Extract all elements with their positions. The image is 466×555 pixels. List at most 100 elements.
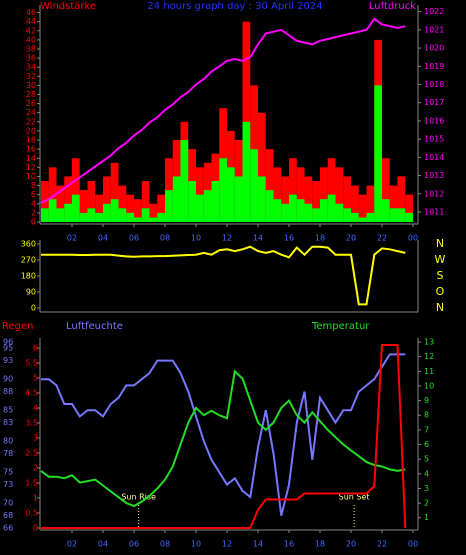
y3-tick-label: 73 [3, 480, 13, 489]
wind-bar [281, 203, 289, 222]
wind-bar [134, 199, 142, 222]
y-tick-label: 0 [31, 218, 36, 227]
x-tick-label: 00 [408, 540, 418, 549]
y-tick-label: 16 [26, 145, 36, 154]
y-tick-label: 5 [424, 455, 429, 464]
data-line [40, 17, 406, 204]
wind-bar [405, 212, 413, 222]
wind-bar [134, 217, 142, 222]
y-tick-label: 1 [33, 494, 38, 503]
wind-bar [258, 176, 266, 222]
y-tick-label: 6 [424, 440, 429, 449]
x-tick-label: 22 [377, 234, 387, 243]
wind-bar [296, 167, 305, 222]
y3-tick-label: 90 [3, 375, 13, 384]
y-tick-label: 1011 [424, 207, 444, 216]
wind-bar [118, 185, 127, 222]
x-tick-label: 20 [346, 234, 356, 243]
y-tick-label: 6 [33, 344, 38, 353]
y-tick-label: 1021 [424, 25, 444, 34]
wind-bar [126, 212, 134, 222]
y-tick-label: 28 [26, 90, 36, 99]
y-tick-label: 14 [26, 154, 36, 163]
wind-bar [312, 181, 320, 222]
wind-bar [149, 217, 158, 222]
y-tick-label: 4 [31, 199, 36, 208]
wind-bar [141, 208, 150, 222]
x-tick-label: 04 [98, 540, 108, 549]
wind-bar [351, 185, 359, 222]
wind-bar [258, 112, 266, 222]
y3-tick-label: 85 [3, 406, 13, 415]
wind-bar [397, 208, 406, 222]
direction-label: S [437, 269, 444, 282]
x-tick-label: 06 [129, 540, 139, 549]
wind-bar [188, 181, 196, 222]
wind-bar [343, 208, 351, 222]
y3-tick-label: 78 [3, 449, 13, 458]
y-tick-label: 40 [26, 35, 36, 44]
wind-bar [389, 185, 398, 222]
wind-bar [95, 212, 103, 222]
direction-label: O [436, 285, 445, 298]
wind-bar [374, 85, 382, 222]
y-tick-label: 1013 [424, 171, 444, 180]
x-tick-label: 04 [98, 234, 108, 243]
y-tick-label: 44 [26, 17, 36, 26]
y3-tick-label: 70 [3, 499, 13, 508]
y-tick-label: 6 [31, 190, 36, 199]
wind-bar [343, 176, 351, 222]
annotation: Sun Set [339, 493, 370, 502]
wind-bar [72, 158, 80, 222]
y-tick-label: 8 [424, 411, 429, 420]
data-line [40, 369, 406, 508]
x-tick-label: 06 [129, 234, 139, 243]
y3-tick-label: 83 [3, 418, 13, 427]
wind-bar [335, 203, 344, 222]
y3-tick-label: 88 [3, 387, 13, 396]
wind-bar [304, 203, 313, 222]
y-tick-label: 38 [26, 44, 36, 53]
wind-bar [79, 190, 88, 222]
y-tick-label: 20 [26, 126, 36, 135]
wind-bar [56, 208, 65, 222]
x-tick-label: 10 [191, 540, 201, 549]
wind-bar [149, 203, 158, 222]
x-tick-label: 00 [408, 234, 418, 243]
wind-bar [48, 199, 57, 222]
chart-title: 24 hours graph day : 30 April 2024 [147, 1, 322, 12]
y-tick-label: 3.5 [25, 419, 38, 428]
y-tick-label: 5.5 [25, 359, 38, 368]
x-tick-label: 02 [67, 234, 77, 243]
y-tick-label: 10 [424, 381, 434, 390]
wind-bar [79, 212, 88, 222]
wind-bar [203, 190, 212, 222]
y-tick-label: 32 [26, 72, 36, 81]
x-tick-label: 18 [315, 234, 325, 243]
y-tick-label: 0 [31, 304, 36, 313]
wind-bar [103, 203, 111, 222]
y-tick-label: 12 [424, 352, 434, 361]
wind-bar [196, 194, 204, 222]
wind-bar [273, 199, 282, 222]
y-tick-label: 1020 [424, 44, 444, 53]
temperature-axis-title: Temperatur [311, 321, 370, 332]
wind-bar [320, 199, 328, 222]
y-tick-label: 12 [26, 163, 36, 172]
wind-bar [335, 167, 344, 222]
wind-bar [389, 208, 398, 222]
wind-bar [41, 208, 49, 222]
wind-bar [64, 203, 72, 222]
wind-bar [234, 176, 243, 222]
x-tick-label: 02 [67, 540, 77, 549]
y-tick-label: 22 [26, 117, 36, 126]
x-tick-label: 12 [222, 540, 232, 549]
annotation: Sun Rise [121, 493, 156, 502]
pressure-axis-title: Luftdruck [369, 1, 416, 12]
x-tick-label: 20 [346, 540, 356, 549]
wind-bar [304, 176, 313, 222]
wind-bar [405, 194, 413, 222]
y-tick-label: 11 [424, 367, 434, 376]
y-tick-label: 3 [33, 434, 38, 443]
x-tick-label: 16 [284, 540, 294, 549]
